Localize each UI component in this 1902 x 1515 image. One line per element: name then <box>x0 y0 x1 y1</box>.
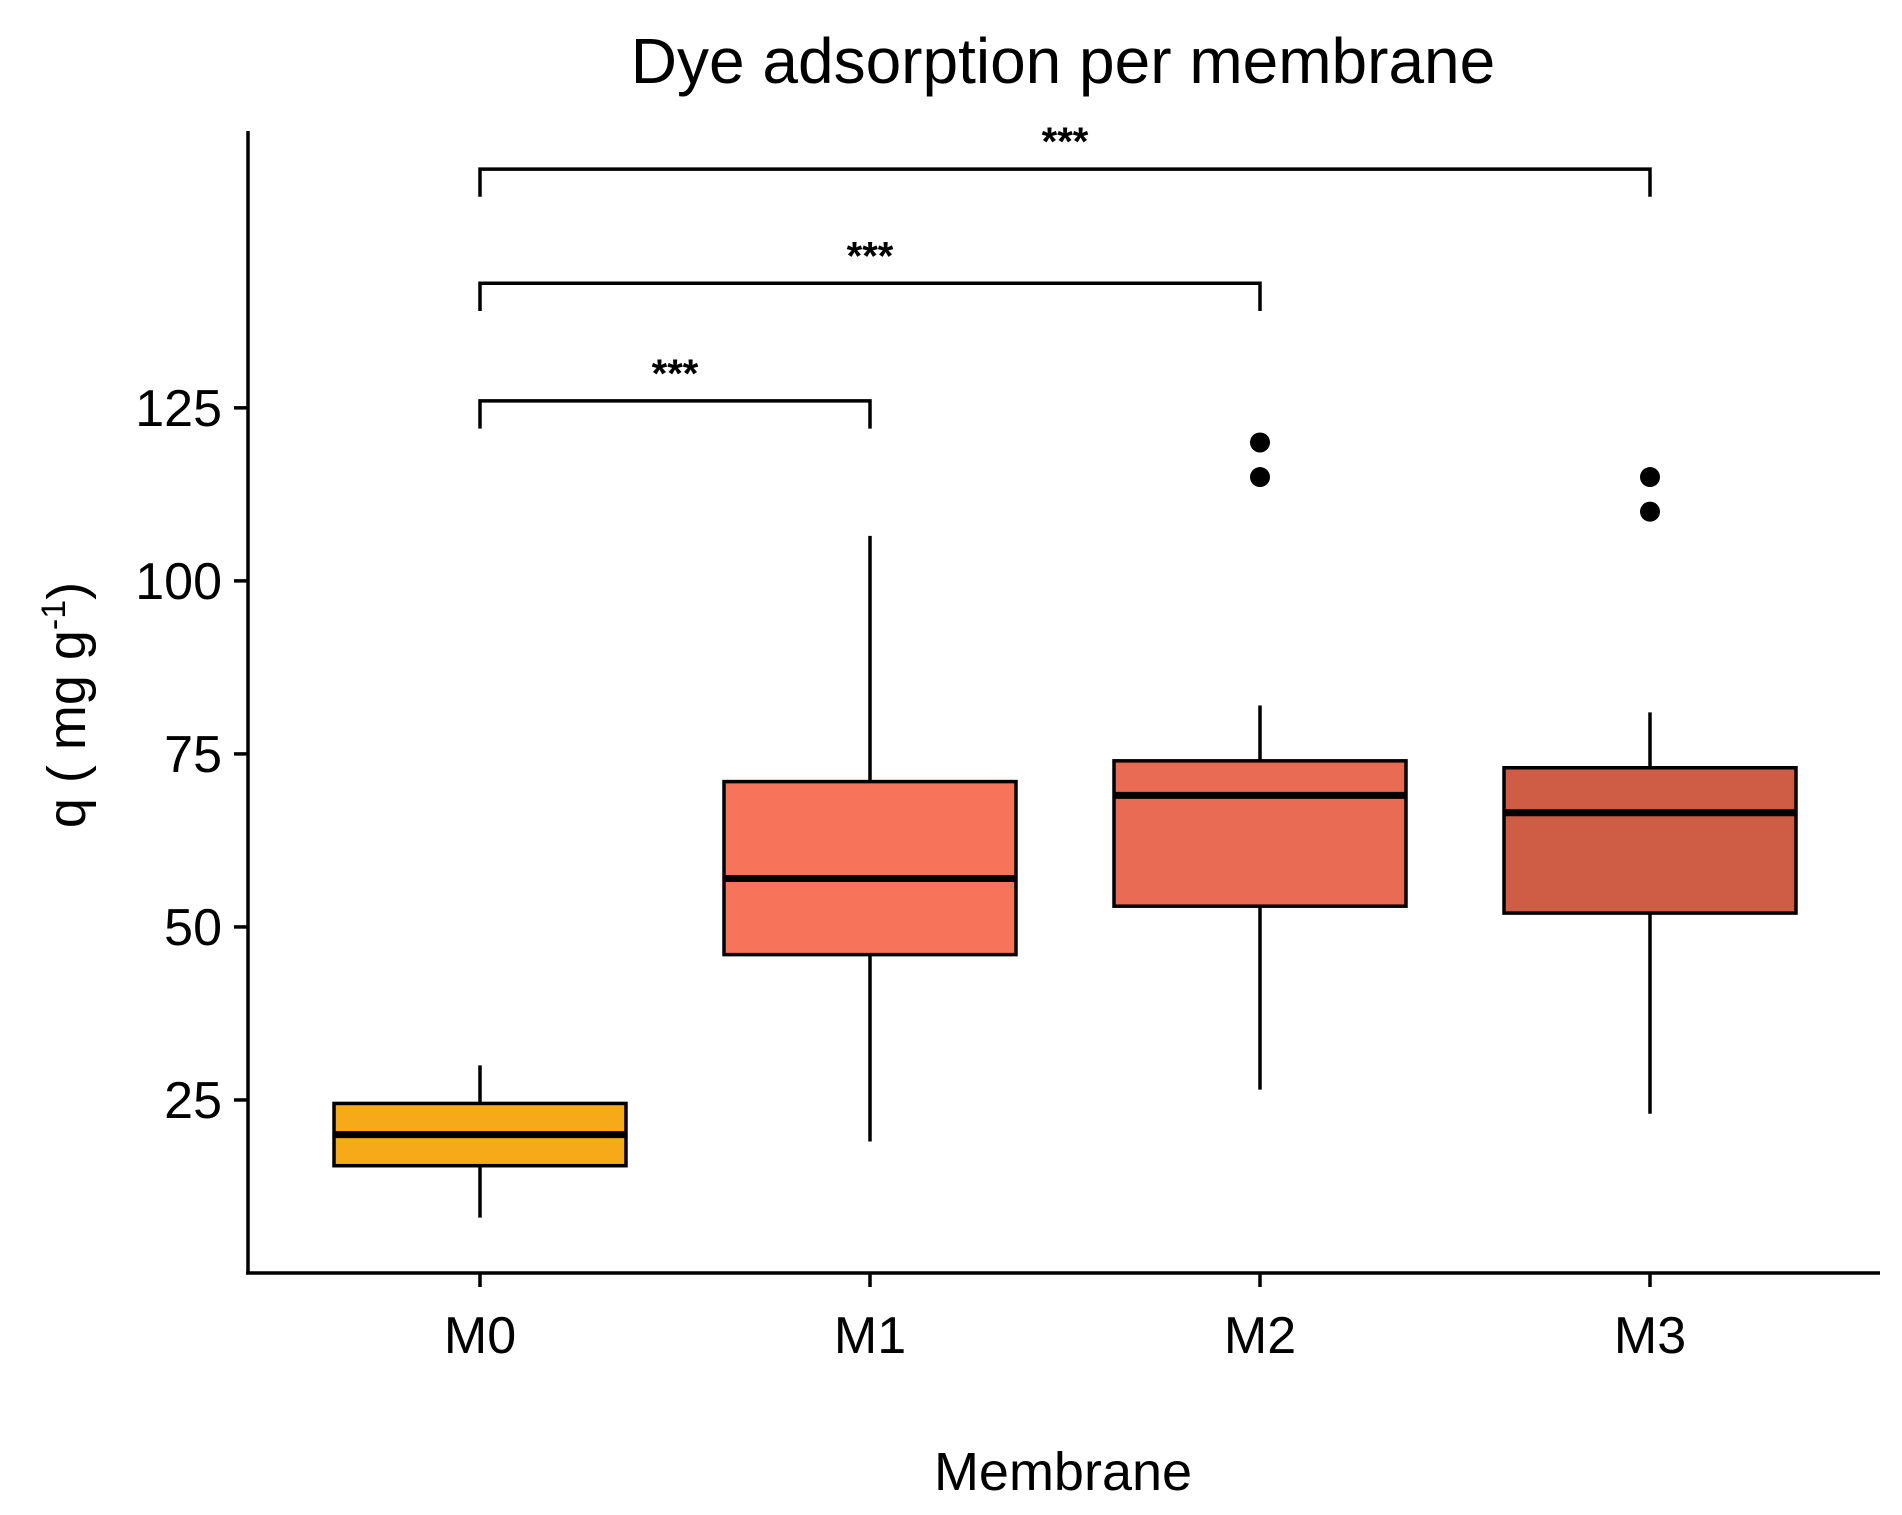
y-tick-label: 125 <box>135 380 222 438</box>
plot-area: *** *** *** <box>332 120 1798 1218</box>
x-tick-label: M3 <box>1614 1307 1686 1365</box>
outlier-point <box>1250 467 1270 488</box>
box-m3 <box>1502 467 1798 1114</box>
bracket-line <box>478 167 1652 197</box>
x-tick-label: M2 <box>1224 1307 1296 1365</box>
x-axis-label: Membrane <box>934 1442 1192 1502</box>
y-axis-label-main: q ( mg g <box>37 630 97 828</box>
y-tick-label: 25 <box>164 1072 222 1130</box>
outlier-point <box>1640 467 1660 488</box>
significance-bracket: *** <box>478 234 1262 311</box>
x-tick-label: M0 <box>444 1307 516 1365</box>
significance-bracket: *** <box>478 120 1652 197</box>
box-m2 <box>1112 432 1408 1090</box>
x-axis-ticks: M0 M1 M2 M3 <box>444 1273 1686 1365</box>
chart-title: Dye adsorption per membrane <box>631 25 1495 97</box>
x-tick-label: M1 <box>834 1307 906 1365</box>
y-axis-ticks: 25 50 75 100 125 <box>135 380 248 1130</box>
y-tick-label: 50 <box>164 899 222 957</box>
y-axis-label-superscript: -1 <box>35 600 73 630</box>
y-tick-label: 100 <box>135 553 222 611</box>
y-axis-label: q ( mg g-1) <box>35 582 97 828</box>
significance-bracket: *** <box>478 352 872 429</box>
box-body <box>1502 766 1798 915</box>
box-m1 <box>722 535 1018 1142</box>
outlier-point <box>1250 432 1270 453</box>
outlier-point <box>1640 501 1660 522</box>
bracket-line <box>478 399 872 429</box>
bracket-line <box>478 281 1262 311</box>
significance-label: *** <box>652 352 699 396</box>
y-axis-label-close: ) <box>37 582 97 600</box>
box-body <box>1112 759 1408 908</box>
y-tick-label: 75 <box>164 726 222 784</box>
box-m0 <box>332 1065 628 1218</box>
box-body <box>722 779 1018 957</box>
significance-label: *** <box>1042 120 1089 164</box>
significance-label: *** <box>847 234 894 278</box>
